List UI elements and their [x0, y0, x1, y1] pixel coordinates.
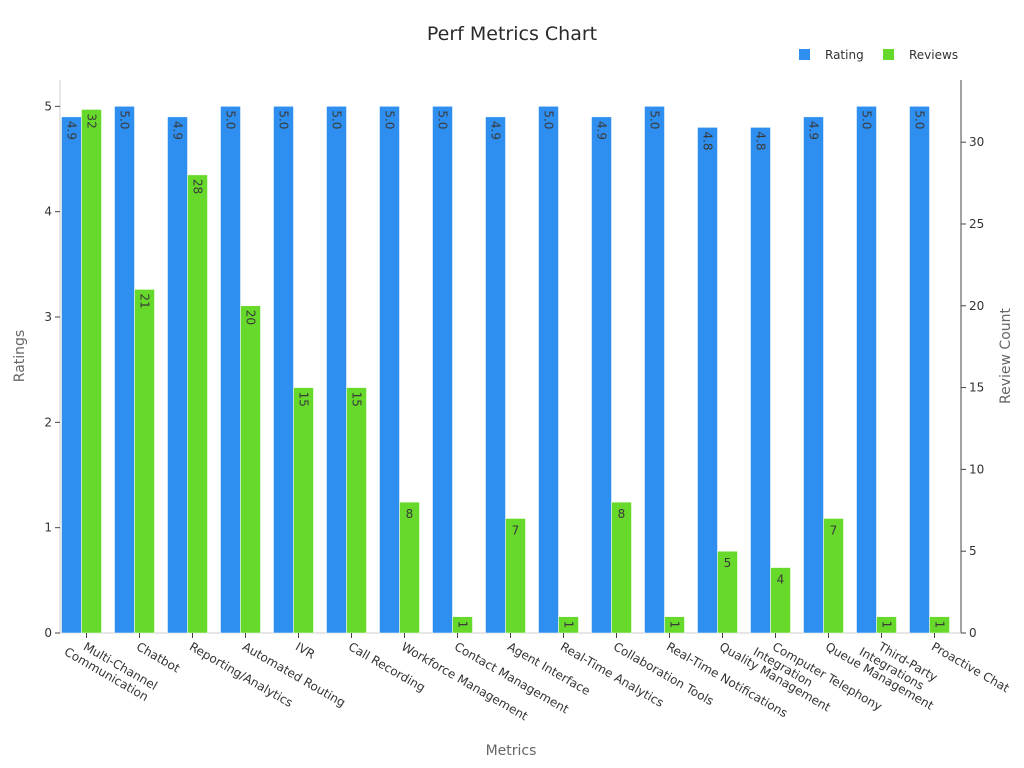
y-tick-right-label: 0: [969, 626, 977, 640]
bar-rating: [538, 106, 559, 634]
y-tick-left-label: 4: [44, 205, 52, 219]
bar-rating: [485, 116, 506, 634]
y-axis-title-left: Ratings: [12, 330, 28, 382]
value-label-reviews: 21: [138, 293, 152, 308]
bar-rating: [591, 116, 612, 634]
y-tick-left-label: 3: [44, 310, 52, 324]
legend-label-rating: Rating: [825, 48, 864, 62]
value-label-rating: 5.0: [436, 110, 450, 129]
bar-reviews: [452, 616, 473, 634]
y-tick-right-label: 20: [969, 299, 984, 313]
y-tick-left-label: 2: [44, 415, 52, 429]
bar-rating: [803, 116, 824, 634]
chart-title: Perf Metrics Chart: [427, 23, 597, 45]
bar-reviews: [346, 387, 367, 634]
bar-reviews: [240, 305, 261, 634]
y-tick-left-label: 0: [44, 626, 52, 640]
value-label-rating: 5.0: [277, 110, 291, 129]
legend-swatch-rating: [799, 49, 810, 60]
bar-rating: [114, 106, 135, 634]
value-label-reviews: 4: [777, 573, 785, 587]
y-tick-right-label: 25: [969, 217, 984, 231]
value-label-rating: 5.0: [913, 110, 927, 129]
bar-rating: [379, 106, 400, 634]
value-label-reviews: 7: [830, 523, 838, 537]
value-label-rating: 4.9: [807, 121, 821, 140]
value-label-rating: 5.0: [330, 110, 344, 129]
value-label-reviews: 1: [456, 621, 470, 629]
value-label-reviews: 15: [350, 392, 364, 407]
bar-reviews: [770, 567, 791, 634]
value-label-reviews: 1: [880, 621, 894, 629]
value-label-rating: 5.0: [118, 110, 132, 129]
bar-rating: [644, 106, 665, 634]
y-tick-right-label: 15: [969, 381, 984, 395]
y-tick-left-label: 1: [44, 521, 52, 535]
legend-label-reviews: Reviews: [909, 48, 958, 62]
legend: Rating Reviews: [799, 48, 958, 62]
bar-reviews: [717, 550, 738, 634]
bar-reviews: [876, 616, 897, 634]
y-tick-right-label: 10: [969, 462, 984, 476]
bar-reviews: [399, 501, 420, 634]
y-axis-title-right: Review Count: [998, 308, 1014, 404]
bar-rating: [856, 106, 877, 634]
value-label-rating: 5.0: [648, 110, 662, 129]
bar-rating: [750, 127, 771, 634]
value-label-reviews: 7: [512, 523, 520, 537]
bar-reviews: [664, 616, 685, 634]
legend-swatch-reviews: [883, 49, 894, 60]
value-label-rating: 5.0: [542, 110, 556, 129]
bar-reviews: [823, 518, 844, 634]
bar-reviews: [611, 501, 632, 634]
bar-rating: [697, 127, 718, 634]
value-label-rating: 4.9: [489, 121, 503, 140]
value-label-reviews: 8: [406, 507, 414, 521]
value-label-reviews: 8: [618, 507, 626, 521]
bar-reviews: [81, 109, 102, 634]
bar-reviews: [134, 289, 155, 634]
value-label-reviews: 28: [191, 179, 205, 194]
value-label-reviews: 1: [933, 621, 947, 629]
bar-rating: [61, 116, 82, 634]
value-label-rating: 4.9: [65, 121, 79, 140]
y-tick-left-label: 5: [44, 99, 52, 113]
value-label-rating: 4.8: [701, 131, 715, 150]
value-label-reviews: 5: [724, 556, 732, 570]
x-tick-label: Proactive Chat: [929, 639, 1012, 695]
x-axis-title: Metrics: [486, 743, 537, 759]
y-tick-right-label: 30: [969, 135, 984, 149]
bar-reviews: [187, 174, 208, 634]
x-tick-label: IVR: [293, 639, 317, 661]
value-label-reviews: 32: [85, 113, 99, 128]
y-tick-right-label: 5: [969, 544, 977, 558]
bar-reviews: [293, 387, 314, 634]
value-label-rating: 5.0: [383, 110, 397, 129]
bar-reviews: [558, 616, 579, 634]
bar-reviews: [929, 616, 950, 634]
value-label-rating: 4.9: [171, 121, 185, 140]
bar-rating: [326, 106, 347, 634]
bar-rating: [432, 106, 453, 634]
value-label-rating: 5.0: [224, 110, 238, 129]
value-label-rating: 4.8: [754, 131, 768, 150]
value-label-rating: 4.9: [595, 121, 609, 140]
value-label-rating: 5.0: [860, 110, 874, 129]
bar-rating: [273, 106, 294, 634]
bar-rating: [909, 106, 930, 634]
bar-rating: [167, 116, 188, 634]
value-label-reviews: 15: [297, 392, 311, 407]
bar-reviews: [505, 518, 526, 634]
value-label-reviews: 20: [244, 310, 258, 325]
value-label-reviews: 1: [668, 621, 682, 629]
value-label-reviews: 1: [562, 621, 576, 629]
bar-rating: [220, 106, 241, 634]
